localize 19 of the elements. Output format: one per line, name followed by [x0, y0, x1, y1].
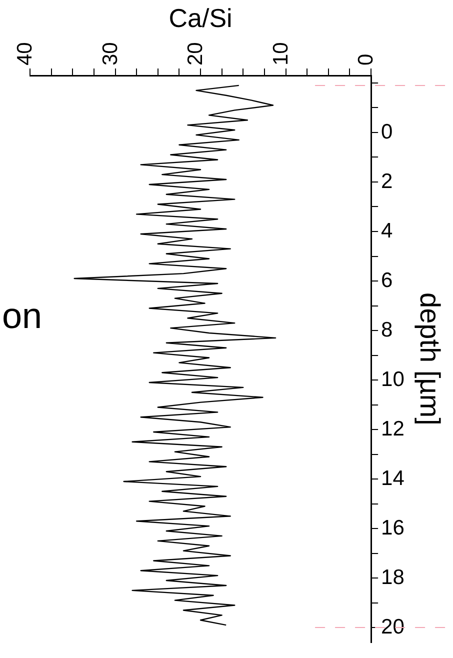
y-tick-label: 2: [381, 170, 393, 193]
x-tick-label: 20: [184, 42, 208, 66]
y-tick-label: 16: [381, 516, 404, 540]
x-tick-label: 0: [354, 54, 378, 66]
y-tick-label: 18: [381, 566, 404, 589]
x-axis-title: Ca/Si: [168, 2, 232, 33]
x-tick-label: 10: [269, 42, 292, 66]
y-tick-label: 14: [381, 466, 405, 490]
y-tick-label: 20: [381, 615, 404, 638]
y-tick-label: 10: [381, 368, 404, 391]
y-tick-label: 8: [381, 318, 393, 342]
y-tick-label: 0: [381, 120, 393, 144]
y-tick-label: 12: [381, 417, 404, 440]
y-tick-label: 4: [381, 219, 394, 242]
x-tick-label: 40: [14, 42, 37, 66]
y-tick-label: 6: [381, 268, 393, 292]
x-tick-label: 30: [98, 42, 122, 66]
annotation: on: [2, 294, 42, 336]
y-axis-title: depth [µm]: [414, 292, 446, 426]
